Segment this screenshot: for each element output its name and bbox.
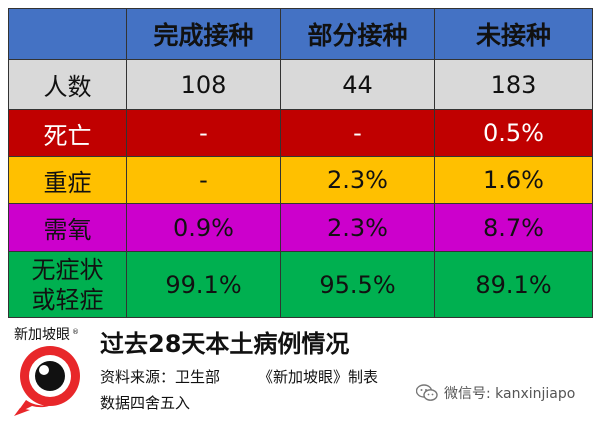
table-cell: 44: [280, 59, 435, 110]
source-text: 资料来源：卫生部: [100, 368, 221, 386]
table-cell: 1.6%: [434, 156, 593, 204]
stats-table-container: 完成接种 部分接种 未接种 人数 108 44 183 死亡 - - 0.5% …: [8, 8, 593, 318]
brand-logo-icon: 新加坡眼 ®: [14, 327, 80, 416]
stats-table: 完成接种 部分接种 未接种 人数 108 44 183 死亡 - - 0.5% …: [8, 8, 593, 318]
table-cell: 99.1%: [126, 251, 281, 318]
table-cell: 0.5%: [434, 109, 593, 157]
footer: 新加坡眼 ® 过去28天本土病例情况 资料来源：卫生部 《新加坡眼》制表 数据四舍…: [0, 318, 601, 422]
watermark: 微信号: kanxinjiapo: [416, 383, 575, 403]
logo-mark: ®: [72, 328, 79, 336]
source-line: 资料来源：卫生部 《新加坡眼》制表: [100, 366, 378, 387]
table-cell: 183: [434, 59, 593, 110]
table-cell: 2.3%: [280, 156, 435, 204]
row-label: 重症: [8, 156, 127, 204]
table-cell: -: [126, 109, 281, 157]
row-label-line2: 或轻症: [31, 285, 104, 314]
table-row-death: 死亡 - - 0.5%: [8, 109, 593, 157]
table-cell: 0.9%: [126, 203, 281, 252]
table-row-oxygen: 需氧 0.9% 2.3% 8.7%: [8, 203, 593, 252]
wechat-icon: [416, 384, 438, 401]
table-header-row: 完成接种 部分接种 未接种: [8, 8, 593, 60]
table-cell: 8.7%: [434, 203, 593, 252]
watermark-text: 微信号: kanxinjiapo: [444, 386, 576, 402]
header-partially-vaccinated: 部分接种: [280, 8, 435, 60]
logo-text: 新加坡眼: [14, 327, 70, 343]
row-label-line1: 无症状: [31, 255, 104, 284]
table-cell: -: [280, 109, 435, 157]
row-label: 人数: [8, 59, 127, 110]
maker-text: 《新加坡眼》制表: [258, 368, 379, 386]
row-label: 需氧: [8, 203, 127, 252]
row-label: 死亡: [8, 109, 127, 157]
table-cell: 2.3%: [280, 203, 435, 252]
table-row-severe: 重症 - 2.3% 1.6%: [8, 156, 593, 204]
table-cell: -: [126, 156, 281, 204]
table-row-count: 人数 108 44 183: [8, 59, 593, 110]
header-corner: [8, 8, 127, 60]
table-cell: 108: [126, 59, 281, 110]
header-fully-vaccinated: 完成接种: [126, 8, 281, 60]
table-cell: 89.1%: [434, 251, 593, 318]
table-cell: 95.5%: [280, 251, 435, 318]
row-label: 无症状 或轻症: [8, 251, 127, 318]
header-unvaccinated: 未接种: [434, 8, 593, 60]
page-title: 过去28天本土病例情况: [100, 330, 350, 358]
rounding-note: 数据四舍五入: [100, 394, 191, 412]
table-row-mild: 无症状 或轻症 99.1% 95.5% 89.1%: [8, 251, 593, 318]
